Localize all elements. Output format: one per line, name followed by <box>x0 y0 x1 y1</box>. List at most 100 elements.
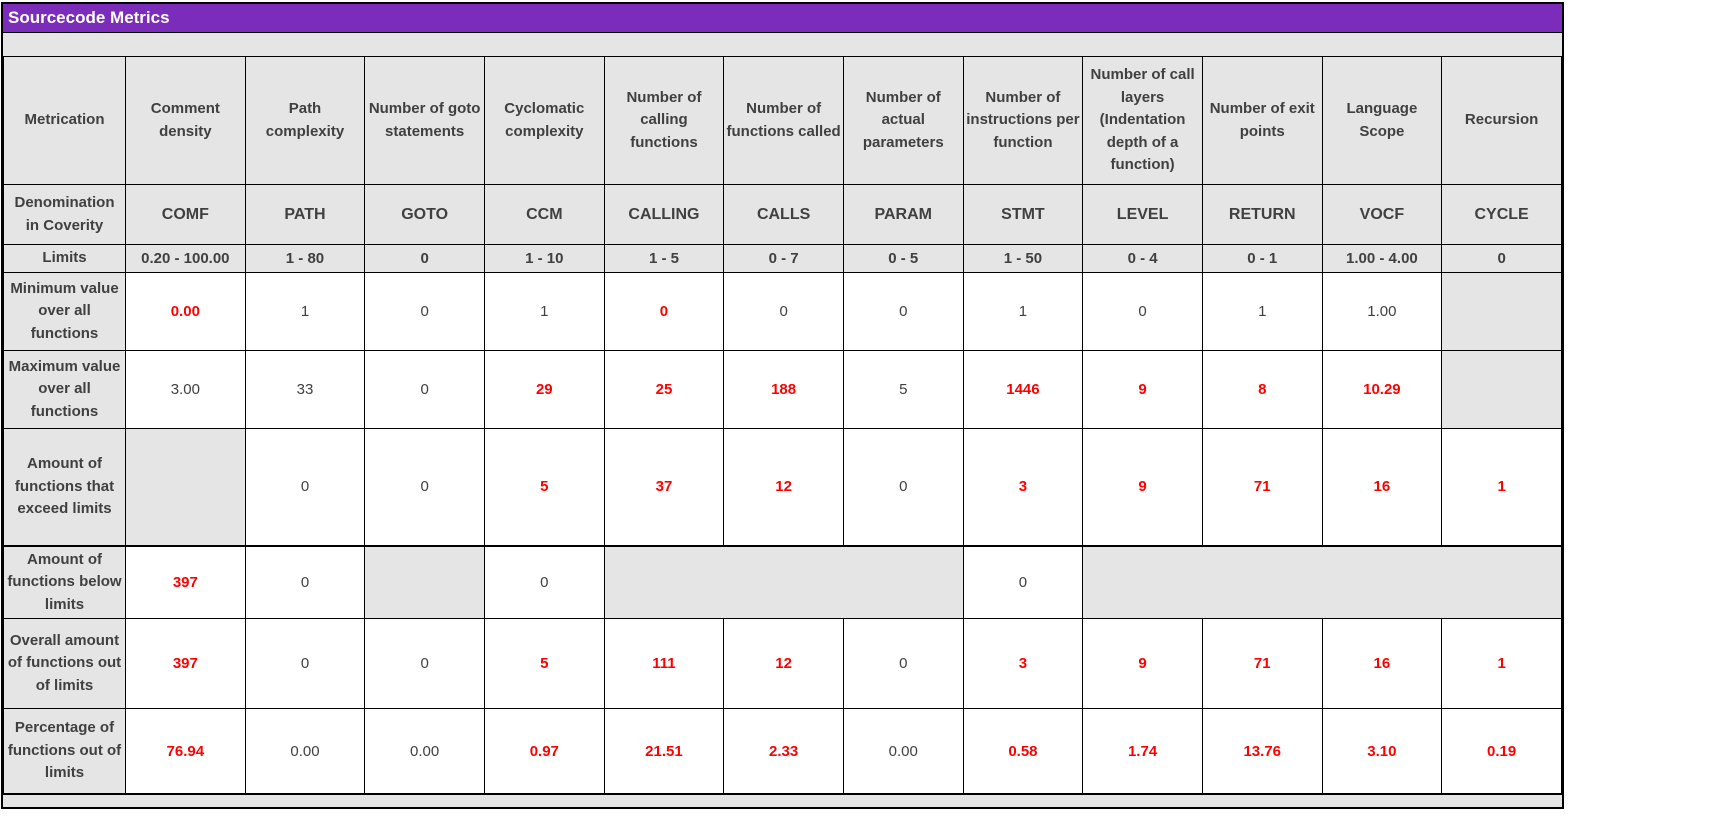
metric-cell: 16 <box>1321 618 1443 709</box>
metric-cell: 0 - 1 <box>1201 244 1323 273</box>
metric-cell: 0 - 5 <box>842 244 964 273</box>
column-header: Number of actual parameters <box>842 56 964 185</box>
metric-cell: 8 <box>1201 350 1323 429</box>
metric-cell: CYCLE <box>1441 184 1562 245</box>
column-header: Path complexity <box>244 56 366 185</box>
metric-cell: 9 <box>1082 350 1203 429</box>
metric-cell: STMT <box>962 184 1084 245</box>
metric-cell: 5 <box>483 618 605 709</box>
table-header-row: Metrication Comment density Path complexit… <box>3 56 1562 185</box>
metric-cell: 0 <box>244 544 366 619</box>
metric-cell: 37 <box>603 428 725 546</box>
table-row-exceed: Amount of functions that exceed limits 0 0… <box>3 428 1562 546</box>
metric-cell: VOCF <box>1321 184 1443 245</box>
metric-cell: 33 <box>244 350 366 429</box>
metric-cell: GOTO <box>364 184 485 245</box>
metric-cell: 0.97 <box>483 708 605 794</box>
metric-cell: 0 <box>244 618 366 709</box>
column-header: Number of instructions per function <box>962 56 1084 185</box>
table-row-percentage: Percentage of functions out of limits 76.… <box>3 708 1562 794</box>
metric-cell: CALLING <box>603 184 725 245</box>
metric-cell: 0 <box>842 272 964 351</box>
metric-cell: 0 <box>842 618 964 709</box>
metric-cell: 0.20 - 100.00 <box>125 244 246 273</box>
bottom-spacer <box>3 794 1562 807</box>
row-label: Minimum value over all functions <box>3 272 126 351</box>
metric-cell: 0 - 7 <box>723 244 844 273</box>
metric-cell: COMF <box>125 184 246 245</box>
sourcecode-metrics-report: Sourcecode Metrics Metrication Comment de… <box>1 2 1564 809</box>
table-row-minimum: Minimum value over all functions 0.00 1 0 1 0… <box>3 272 1562 351</box>
report-title: Sourcecode Metrics <box>3 4 1562 33</box>
column-header: Number of exit points <box>1201 56 1323 185</box>
metric-cell: 1 - 50 <box>962 244 1084 273</box>
metric-cell: 71 <box>1201 428 1323 546</box>
metric-cell: RETURN <box>1201 184 1323 245</box>
metric-cell: 3 <box>962 428 1084 546</box>
metric-cell: 10.29 <box>1321 350 1443 429</box>
metric-cell: 0 <box>364 428 485 546</box>
column-header: Number of functions called <box>723 56 844 185</box>
metric-cell: 76.94 <box>125 708 246 794</box>
metric-cell: PATH <box>244 184 366 245</box>
metric-cell: 1 <box>244 272 366 351</box>
column-header: Number of calling functions <box>603 56 725 185</box>
metric-cell <box>1441 350 1562 429</box>
metric-cell: 3.00 <box>125 350 246 429</box>
metric-cell: 0 <box>364 272 485 351</box>
metric-cell: 71 <box>1201 618 1323 709</box>
metric-cell: CALLS <box>723 184 844 245</box>
row-label: Maximum value over all functions <box>3 350 126 429</box>
metric-cell: 9 <box>1082 428 1203 546</box>
top-spacer <box>3 33 1562 56</box>
metric-cell: LEVEL <box>1082 184 1203 245</box>
metric-cell: 0 <box>603 272 725 351</box>
metric-cell: 0 <box>364 350 485 429</box>
column-header: Language Scope <box>1321 56 1443 185</box>
metric-cell: 1 - 10 <box>483 244 605 273</box>
metric-cell: 0 <box>1441 244 1562 273</box>
metric-cell: 0 - 4 <box>1082 244 1203 273</box>
metric-cell: 397 <box>125 544 246 619</box>
metric-cell: 2.33 <box>723 708 844 794</box>
metric-cell: 3.10 <box>1321 708 1443 794</box>
metric-cell: 0.58 <box>962 708 1084 794</box>
metric-cell: 111 <box>603 618 725 709</box>
metric-cell: 29 <box>483 350 605 429</box>
metric-cell <box>603 544 964 619</box>
metric-cell: 1.00 - 4.00 <box>1321 244 1443 273</box>
metric-cell: 1 <box>1441 428 1562 546</box>
metric-cell: 0.00 <box>364 708 485 794</box>
row-label: Limits <box>3 244 126 273</box>
column-header: Number of goto statements <box>364 56 485 185</box>
metric-cell: CCM <box>483 184 605 245</box>
metric-cell <box>125 428 246 546</box>
metric-cell: 0 <box>723 272 844 351</box>
metric-cell: 1.00 <box>1321 272 1443 351</box>
metric-cell: 3 <box>962 618 1084 709</box>
sourcecode-metrics-table: Metrication Comment density Path complexit… <box>3 56 1562 794</box>
table-row-below: Amount of functions below limits 397 0 0 0 <box>3 544 1562 619</box>
metric-cell: 25 <box>603 350 725 429</box>
metric-cell: 188 <box>723 350 844 429</box>
row-label: Amount of functions that exceed limits <box>3 428 126 546</box>
metric-cell: 0 <box>364 244 485 273</box>
metric-cell: 0.19 <box>1441 708 1562 794</box>
metric-cell: 0 <box>1082 272 1203 351</box>
metric-cell: 397 <box>125 618 246 709</box>
metric-cell: 0 <box>962 544 1084 619</box>
metric-cell: 12 <box>723 618 844 709</box>
metric-cell: 1446 <box>962 350 1084 429</box>
metric-cell: 0 <box>364 618 485 709</box>
metric-cell: 0 <box>244 428 366 546</box>
row-label: Overall amount of functions out of limit… <box>3 618 126 709</box>
metric-cell: 1 <box>483 272 605 351</box>
metric-cell: 0.00 <box>244 708 366 794</box>
table-row-maximum: Maximum value over all functions 3.00 33 0 2… <box>3 350 1562 429</box>
metric-cell: 21.51 <box>603 708 725 794</box>
metric-cell: 0.00 <box>842 708 964 794</box>
table-row-denomination: Denomination in Coverity COMF PATH GOTO CCM C… <box>3 184 1562 245</box>
metric-cell <box>364 544 485 619</box>
metric-cell: 5 <box>842 350 964 429</box>
